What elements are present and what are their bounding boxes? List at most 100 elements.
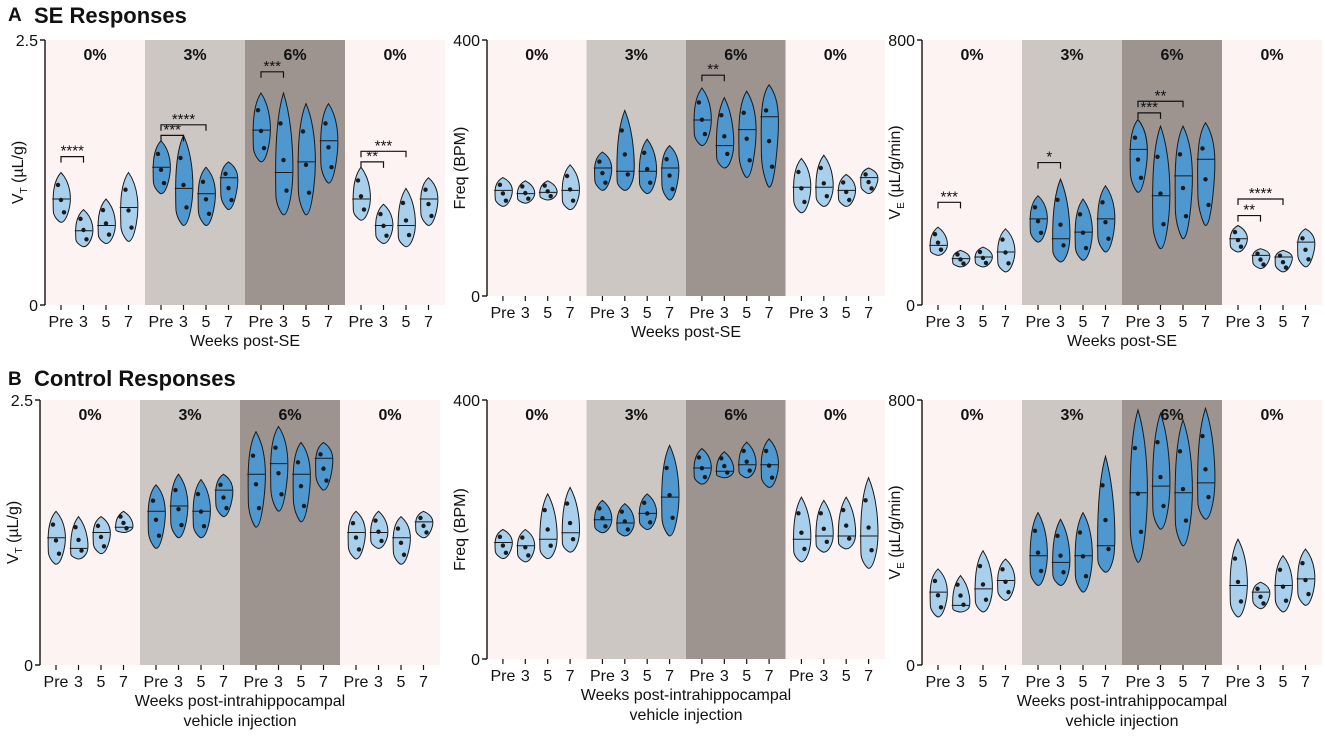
group-label: 3% xyxy=(178,407,201,424)
data-point xyxy=(81,227,86,233)
x-tick-label: 7 xyxy=(864,305,873,322)
data-point xyxy=(802,546,807,552)
data-point xyxy=(763,108,769,113)
data-point xyxy=(1077,212,1083,217)
significance-bracket xyxy=(1137,112,1162,119)
data-point xyxy=(301,503,307,509)
x-tick-label: 7 xyxy=(1001,674,1010,691)
x-tick-label: 5 xyxy=(102,314,111,331)
y-tick-label: 400 xyxy=(453,393,480,410)
data-point xyxy=(520,535,525,540)
data-point xyxy=(818,165,824,171)
significance-bracket xyxy=(1137,100,1184,108)
data-point xyxy=(358,194,364,199)
data-point xyxy=(600,170,605,176)
data-point xyxy=(318,452,323,457)
data-point xyxy=(725,151,730,157)
data-point xyxy=(155,151,161,157)
x-axis-label: Weeks post-SE xyxy=(631,324,741,341)
data-point xyxy=(725,470,730,475)
data-point xyxy=(619,128,625,133)
data-point xyxy=(664,465,669,471)
data-point xyxy=(799,530,804,535)
data-point xyxy=(95,523,101,529)
x-tick-label: 3 xyxy=(521,668,530,685)
data-point xyxy=(381,223,386,229)
data-point xyxy=(1077,530,1083,535)
x-tick-label: Pre xyxy=(1126,674,1151,691)
data-point xyxy=(298,483,304,489)
significance-label: ** xyxy=(1155,87,1167,104)
data-point xyxy=(667,173,672,178)
data-point xyxy=(1206,202,1211,208)
data-point xyxy=(958,257,963,262)
data-point xyxy=(58,197,64,203)
data-point xyxy=(1083,245,1089,251)
data-point xyxy=(866,525,871,530)
data-point xyxy=(567,520,573,526)
x-tick-label: 7 xyxy=(1101,314,1110,331)
data-point xyxy=(597,159,602,164)
panel-b-letter: B xyxy=(8,369,22,390)
data-point xyxy=(763,448,769,454)
x-axis-label: Weeks post-intrahippocampal xyxy=(1017,693,1227,710)
data-point xyxy=(250,453,256,458)
data-point xyxy=(203,197,209,202)
data-point xyxy=(977,563,983,569)
data-point xyxy=(1300,236,1305,241)
data-point xyxy=(597,506,602,511)
data-point xyxy=(401,552,407,557)
data-point xyxy=(100,207,106,213)
data-point xyxy=(719,113,724,118)
data-point xyxy=(955,582,960,587)
data-point xyxy=(719,456,724,461)
group-label: 0% xyxy=(1260,407,1283,424)
group-label: 0% xyxy=(1260,47,1283,64)
x-tick-label: 5 xyxy=(1179,314,1188,331)
data-point xyxy=(1261,262,1266,267)
data-point xyxy=(1183,214,1189,219)
data-point xyxy=(1100,483,1105,488)
group-label: 3% xyxy=(183,47,206,64)
x-axis-label: vehicle injection xyxy=(630,707,743,724)
data-point xyxy=(1006,589,1011,595)
data-point xyxy=(206,211,212,217)
data-point xyxy=(520,184,525,189)
x-tick-label: 5 xyxy=(302,314,311,331)
data-point xyxy=(356,547,362,552)
data-point xyxy=(843,523,849,528)
data-point xyxy=(600,515,605,521)
x-tick-label: 7 xyxy=(224,314,233,331)
data-point xyxy=(1155,154,1160,159)
significance-label: *** xyxy=(163,121,181,138)
group-background xyxy=(45,40,145,305)
significance-bracket xyxy=(360,161,385,168)
x-axis-label: Weeks post-intrahippocampal xyxy=(135,693,345,710)
data-point xyxy=(1183,518,1189,523)
data-point xyxy=(744,136,749,141)
data-point xyxy=(1032,528,1038,534)
x-tick-label: Pre xyxy=(490,668,515,685)
data-point xyxy=(796,169,801,175)
data-point xyxy=(1235,237,1241,243)
data-point xyxy=(1103,219,1108,225)
x-tick-label: 5 xyxy=(979,674,988,691)
data-point xyxy=(278,121,283,126)
data-point xyxy=(224,505,229,511)
data-point xyxy=(980,582,986,587)
y-tick-label: 0 xyxy=(906,298,915,315)
significance-bracket xyxy=(360,150,407,158)
data-point xyxy=(306,190,312,195)
data-point xyxy=(1200,433,1205,439)
data-point xyxy=(747,158,752,163)
group-label: 0% xyxy=(525,47,548,64)
x-tick-label: 5 xyxy=(1179,674,1188,691)
data-point xyxy=(1306,591,1311,597)
data-point xyxy=(526,196,531,201)
data-point xyxy=(324,478,329,483)
data-point xyxy=(150,498,156,503)
x-tick-label: 3 xyxy=(819,305,828,322)
